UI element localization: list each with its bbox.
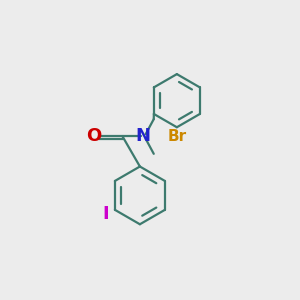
Text: O: O — [86, 127, 101, 145]
Text: Br: Br — [167, 129, 186, 144]
Text: I: I — [103, 205, 110, 223]
Text: N: N — [136, 128, 151, 146]
